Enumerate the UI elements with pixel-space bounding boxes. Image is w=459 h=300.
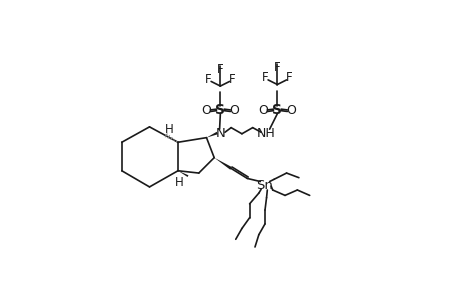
Text: S: S [272, 103, 282, 117]
Text: F: F [217, 63, 223, 76]
Text: H: H [164, 123, 173, 136]
Polygon shape [206, 132, 217, 138]
Text: F: F [229, 73, 235, 85]
Text: O: O [229, 104, 239, 117]
Text: H: H [175, 176, 184, 189]
Text: S: S [215, 103, 225, 117]
Polygon shape [178, 171, 188, 177]
Text: F: F [274, 61, 280, 74]
Text: F: F [204, 73, 211, 85]
Polygon shape [214, 158, 231, 170]
Text: O: O [258, 104, 268, 117]
Text: F: F [285, 71, 292, 84]
Text: O: O [285, 104, 296, 117]
Text: NH: NH [257, 127, 275, 140]
Text: O: O [201, 104, 211, 117]
Text: Sn: Sn [256, 179, 273, 192]
Text: N: N [215, 127, 225, 140]
Text: F: F [261, 71, 268, 84]
